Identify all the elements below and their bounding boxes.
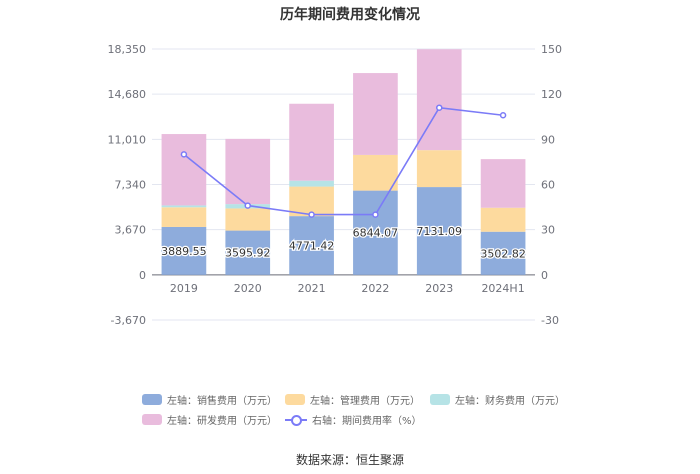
bar-segment-s1 xyxy=(480,231,526,275)
bar-data-label: 3889.55 xyxy=(161,245,207,258)
bar-data-label: 4771.42 xyxy=(289,239,335,252)
x-axis-tick-label: 2024H1 xyxy=(481,282,524,295)
rate-point xyxy=(372,211,379,218)
bar-segment-s1 xyxy=(416,187,462,275)
right-axis-tick-label: 90 xyxy=(541,133,555,146)
bar-segment-s4 xyxy=(161,134,207,206)
left-axis-tick-label: -3,670 xyxy=(111,314,146,327)
rate-point xyxy=(308,211,315,218)
chart-title: 历年期间费用变化情况 xyxy=(280,7,420,23)
bar-segment-s4 xyxy=(353,73,398,155)
right-axis-tick-label: 30 xyxy=(541,224,555,237)
left-axis-tick-label: 11,010 xyxy=(108,133,147,146)
bar-segment-s2 xyxy=(416,150,462,188)
bar-data-label: 3502.82 xyxy=(480,247,526,260)
left-axis-tick-label: 3,670 xyxy=(115,224,147,237)
right-axis-tick-label: 150 xyxy=(541,43,562,56)
bar-data-label: 3595.92 xyxy=(225,247,271,260)
bar-segment-s1 xyxy=(161,226,207,275)
bar-segment-s4 xyxy=(289,103,334,181)
x-axis-tick-label: 2022 xyxy=(361,282,389,295)
rate-line xyxy=(183,106,504,216)
rate-point xyxy=(180,151,188,158)
left-axis-tick-label: 7,340 xyxy=(115,179,147,192)
rate-point xyxy=(436,104,443,111)
x-axis-tick-label: 2020 xyxy=(234,282,262,295)
right-axis-tick-label: 0 xyxy=(541,269,548,282)
bar-segment-s4 xyxy=(225,138,271,205)
right-axis-tick-label: 120 xyxy=(541,88,562,101)
bar-segment-s2 xyxy=(480,207,526,232)
bar-segment-s3 xyxy=(289,180,334,187)
bar-segment-s2 xyxy=(353,154,398,191)
bar-segment-s1 xyxy=(289,216,334,275)
bar-segment-s3 xyxy=(161,205,207,208)
bar-segment-s1 xyxy=(225,230,271,275)
rate-point xyxy=(499,111,507,119)
bar-segment-s2 xyxy=(161,207,207,227)
left-axis-tick-label: 14,680 xyxy=(108,88,147,101)
right-axis-tick-label: -30 xyxy=(541,314,559,327)
left-axis-tick-label: 18,350 xyxy=(108,43,147,56)
bar-data-label: 6844.07 xyxy=(353,227,399,240)
bar-segment-s2 xyxy=(289,186,334,217)
data-source-note: 数据来源：恒生聚源 xyxy=(295,453,404,467)
bar-segment-s4 xyxy=(480,159,526,208)
bar-data-label: 7131.09 xyxy=(417,225,463,238)
rate-point xyxy=(244,202,251,209)
bar-segment-s1 xyxy=(353,190,398,275)
x-axis-tick-label: 2019 xyxy=(170,282,198,295)
bar-segment-s2 xyxy=(225,208,271,231)
right-axis-tick-label: 60 xyxy=(541,179,555,192)
x-axis-tick-label: 2023 xyxy=(425,282,453,295)
left-axis-tick-label: 0 xyxy=(139,269,146,282)
x-axis-tick-label: 2021 xyxy=(298,282,326,295)
